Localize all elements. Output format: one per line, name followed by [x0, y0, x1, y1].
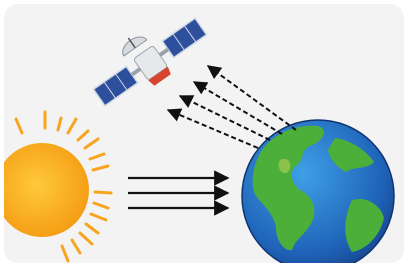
- illustration: [0, 0, 408, 267]
- page: [0, 0, 408, 267]
- sun-ray: [95, 192, 111, 193]
- earth: [242, 120, 394, 267]
